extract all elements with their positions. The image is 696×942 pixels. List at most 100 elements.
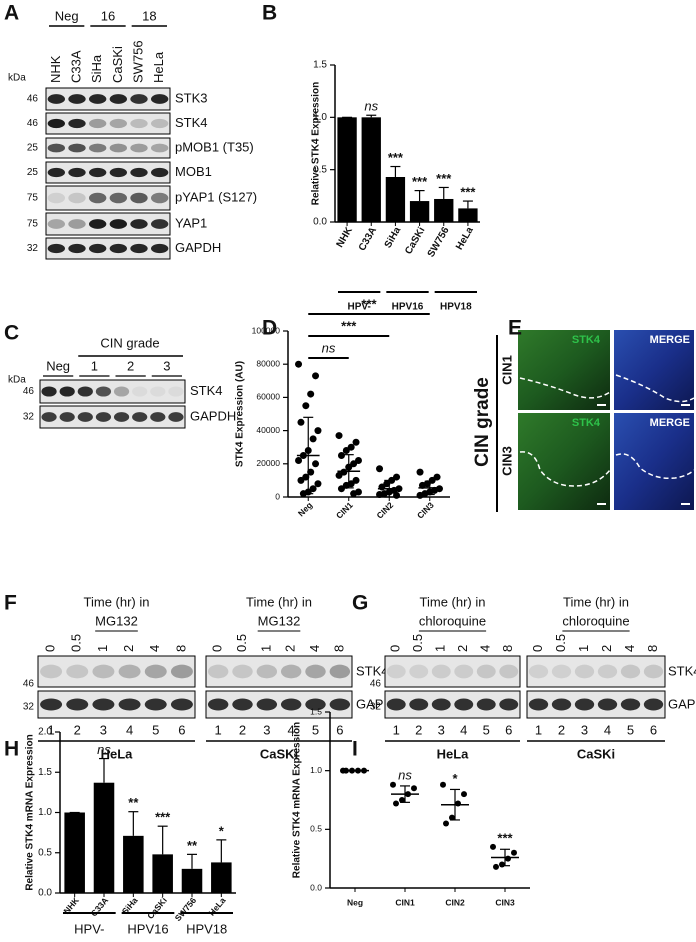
band: [168, 386, 184, 397]
group-label: Neg: [46, 358, 70, 373]
point: [295, 360, 303, 368]
header: CIN grade: [472, 377, 493, 467]
point: [505, 855, 511, 862]
boundary: [615, 374, 695, 403]
image: [614, 413, 694, 510]
band: [528, 664, 549, 679]
blot: [39, 405, 186, 429]
significance: *: [219, 823, 225, 838]
band: [109, 243, 128, 254]
kda-label: kDa: [8, 73, 26, 84]
point: [449, 814, 455, 821]
x-tick-label: CIN2: [374, 500, 395, 521]
point: [307, 390, 315, 398]
point: [337, 485, 345, 493]
point: [393, 491, 401, 499]
y-tick-label: 80000: [256, 358, 280, 368]
significance: ns: [97, 742, 111, 757]
band: [109, 219, 128, 229]
column-label: STK4: [572, 417, 601, 429]
band: [620, 698, 641, 711]
significance: ***: [155, 810, 171, 825]
y-tick-label: 2.0: [38, 727, 52, 738]
blot: [384, 655, 521, 688]
band: [113, 386, 130, 397]
point: [393, 800, 399, 807]
time-label: 8: [331, 645, 346, 652]
band: [150, 167, 169, 178]
time-label: 2: [599, 645, 614, 652]
band: [476, 664, 496, 679]
band: [454, 664, 474, 679]
y-tick-label: 0.5: [310, 824, 322, 834]
band: [499, 698, 519, 711]
significance: ns: [398, 767, 412, 782]
point: [335, 432, 343, 440]
band: [528, 698, 549, 711]
time-label: 2: [121, 645, 136, 652]
band: [130, 118, 148, 129]
x-tick-label: C33A: [89, 895, 111, 918]
treatment: chloroquine: [419, 613, 486, 628]
band: [92, 664, 115, 679]
mw-marker: 46: [27, 118, 39, 129]
mw-marker: 46: [23, 386, 35, 397]
point: [411, 785, 417, 792]
time-label: 4: [478, 645, 493, 652]
time-label: 1: [433, 645, 448, 652]
lane-number: 3: [438, 722, 445, 737]
band: [40, 664, 63, 679]
band: [597, 698, 618, 711]
point: [493, 863, 499, 870]
band: [305, 664, 326, 679]
protein-label: YAP1: [175, 215, 207, 230]
point: [376, 465, 384, 473]
band: [88, 143, 107, 153]
band: [59, 386, 75, 397]
group-label: HPV16: [127, 921, 168, 936]
significance: ***: [341, 318, 357, 333]
point: [416, 468, 424, 476]
band: [130, 94, 148, 104]
band: [88, 167, 107, 178]
lane-number: 4: [460, 722, 467, 737]
band: [168, 412, 184, 422]
lane-number: 5: [627, 722, 634, 737]
band: [574, 698, 595, 711]
panel-label: I: [352, 738, 358, 761]
band: [170, 698, 193, 711]
band: [95, 386, 112, 397]
band: [47, 167, 66, 178]
point: [511, 849, 517, 856]
micrographs: [496, 330, 695, 512]
row-label: CIN3: [499, 446, 514, 476]
protein-label: GAPDH: [668, 696, 696, 711]
significance: ***: [460, 185, 476, 200]
mw-marker: 25: [27, 143, 39, 154]
point: [399, 797, 405, 803]
lane-number: 5: [152, 722, 159, 737]
group-label: HPV-: [74, 921, 104, 936]
bar: [409, 201, 430, 222]
band: [47, 118, 66, 129]
x-tick-label: HeLa: [207, 895, 228, 918]
band: [256, 698, 278, 711]
band: [118, 698, 141, 711]
band: [232, 664, 253, 679]
group-label: HPV-: [347, 302, 370, 313]
point: [314, 480, 322, 488]
lane-number: 2: [239, 722, 246, 737]
band: [551, 698, 572, 711]
y-tick-label: 0: [275, 491, 280, 501]
x-tick-label: SiHa: [383, 225, 404, 250]
band: [68, 192, 86, 204]
blot: [45, 212, 171, 236]
mw-marker: 46: [27, 94, 39, 105]
band: [68, 94, 86, 104]
lane-number: 4: [604, 722, 611, 737]
x-tick-label: CaSKi: [145, 895, 169, 921]
band: [132, 412, 148, 422]
band: [68, 219, 86, 229]
group-label: 3: [163, 358, 170, 373]
time-label: 0: [530, 645, 545, 652]
